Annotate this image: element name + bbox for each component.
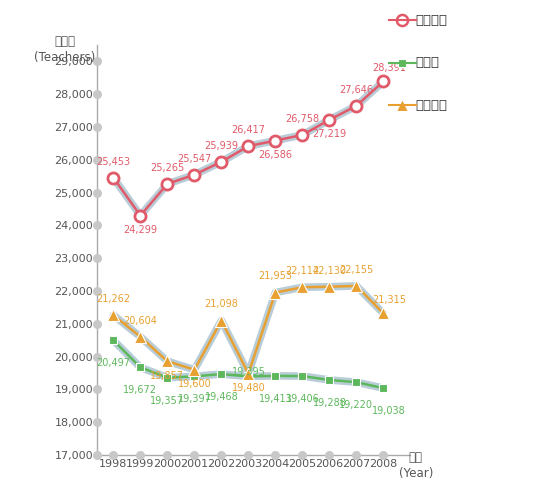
Text: 20,604: 20,604 xyxy=(124,316,157,326)
Text: 19,395: 19,395 xyxy=(232,366,265,376)
Text: 19,038: 19,038 xyxy=(372,406,406,416)
Text: 21,098: 21,098 xyxy=(205,300,238,310)
Text: 24,299: 24,299 xyxy=(124,225,157,235)
Text: 25,939: 25,939 xyxy=(205,140,238,150)
Text: 19,480: 19,480 xyxy=(232,383,265,393)
Text: 19,413: 19,413 xyxy=(259,394,292,404)
Text: 19,672: 19,672 xyxy=(124,386,157,396)
Text: 중학교: 중학교 xyxy=(416,56,440,69)
Text: 19,857: 19,857 xyxy=(151,370,184,380)
Text: 19,357: 19,357 xyxy=(151,396,184,406)
Text: 26,417: 26,417 xyxy=(232,125,265,135)
Text: 21,315: 21,315 xyxy=(372,295,406,305)
Text: 25,547: 25,547 xyxy=(177,154,212,164)
Text: 26,758: 26,758 xyxy=(285,114,320,124)
Text: 19,220: 19,220 xyxy=(340,400,373,410)
Text: 19,397: 19,397 xyxy=(178,394,211,404)
Text: 21,953: 21,953 xyxy=(259,272,292,281)
Text: 연도
(Year): 연도 (Year) xyxy=(399,451,433,480)
Text: 22,114: 22,114 xyxy=(286,266,319,276)
Text: 19,406: 19,406 xyxy=(286,394,319,404)
Text: 22,155: 22,155 xyxy=(339,265,374,275)
Text: 19,468: 19,468 xyxy=(205,392,238,402)
Text: 고등학교: 고등학교 xyxy=(416,98,448,112)
Text: 19,600: 19,600 xyxy=(178,379,211,389)
Text: 28,391: 28,391 xyxy=(372,63,406,73)
Text: 교원수
(Teachers): 교원수 (Teachers) xyxy=(34,35,96,64)
Text: 26,586: 26,586 xyxy=(259,150,292,160)
Text: 초등학교: 초등학교 xyxy=(416,14,448,26)
Text: 25,265: 25,265 xyxy=(150,163,185,173)
Text: 21,262: 21,262 xyxy=(96,294,131,304)
Text: 20,497: 20,497 xyxy=(97,358,130,368)
Text: 27,646: 27,646 xyxy=(340,84,373,94)
Text: 19,288: 19,288 xyxy=(313,398,346,408)
Text: 25,453: 25,453 xyxy=(96,156,131,166)
Text: 27,219: 27,219 xyxy=(312,130,347,140)
Text: 22,130: 22,130 xyxy=(313,266,346,276)
